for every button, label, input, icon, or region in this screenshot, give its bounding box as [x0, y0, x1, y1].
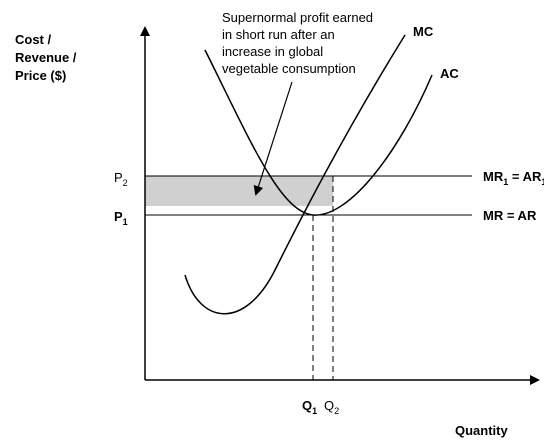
- annotation: vegetable consumption: [222, 61, 356, 76]
- mr1-text: MR: [483, 169, 504, 184]
- x-axis-label: Quantity: [455, 423, 508, 438]
- ac-label: AC: [440, 66, 459, 81]
- p2-label: P2: [114, 170, 128, 188]
- q2-text: Q: [324, 398, 334, 413]
- ac-curve: [204, 49, 433, 216]
- mr1-label: MR1 = AR1: [483, 169, 544, 187]
- annotation-arrow: [253, 81, 293, 196]
- q2-label: Q2: [324, 398, 339, 416]
- q1-sub: 1: [312, 406, 317, 416]
- annotation: in short run after an: [222, 27, 335, 42]
- p2-sub: 2: [123, 178, 128, 188]
- profit-area: [145, 176, 333, 206]
- y-axis-label: Price ($): [15, 68, 66, 83]
- mr1-sub: 1: [541, 177, 544, 187]
- q2-sub: 2: [334, 406, 339, 416]
- annotation: increase in global: [222, 44, 323, 59]
- mc-label: MC: [413, 24, 434, 39]
- mc-curve: [184, 34, 406, 315]
- p2-text: P: [114, 170, 123, 185]
- q1-label: Q1: [302, 398, 317, 416]
- y-axis-label: Cost /: [15, 32, 52, 47]
- p1-text: P: [114, 209, 123, 224]
- mr1-text: = AR: [508, 169, 542, 184]
- q1-text: Q: [302, 398, 312, 413]
- p1-label: P1: [114, 209, 128, 227]
- p1-sub: 1: [123, 217, 128, 227]
- mr-label: MR = AR: [483, 208, 537, 223]
- annotation: Supernormal profit earned: [222, 10, 373, 25]
- y-axis-label: Revenue /: [15, 50, 77, 65]
- mr1-sub: 1: [503, 177, 508, 187]
